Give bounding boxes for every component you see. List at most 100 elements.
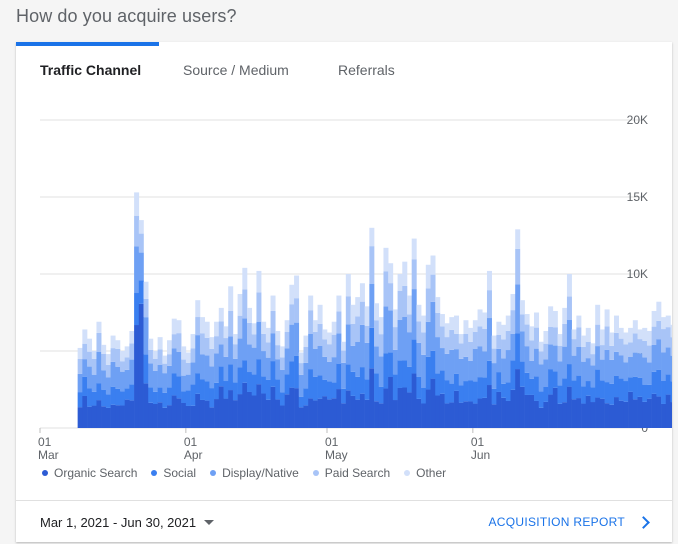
bar-segment-social	[538, 391, 544, 408]
bar-segment-organic-search	[237, 394, 243, 428]
bar-segment-social	[298, 396, 304, 408]
bar-segment-paid-search	[265, 342, 271, 358]
bar-segment-display-native	[138, 252, 144, 281]
bar-segment-social	[543, 386, 549, 402]
bar-segment-other	[232, 334, 238, 345]
bar-segment-display-native	[232, 358, 238, 383]
bar-segment-social	[524, 372, 530, 395]
bar-segment-organic-search	[472, 403, 478, 428]
bar-segment-display-native	[463, 356, 469, 382]
bar-segment-display-native	[115, 366, 121, 389]
bar-segment-organic-search	[247, 391, 253, 428]
bar-segment-other	[214, 321, 220, 337]
bar-segment-organic-search	[190, 405, 196, 428]
y-tick-label: 20K	[627, 113, 648, 127]
bar-segment-paid-search	[256, 292, 262, 322]
bar-segment-display-native	[439, 348, 445, 371]
bar-segment-other	[261, 321, 267, 334]
bar-segment-other	[486, 270, 492, 291]
bar-segment-other	[449, 317, 455, 330]
bar-segment-paid-search	[181, 359, 187, 376]
bar-segment-paid-search	[501, 339, 507, 359]
bar-segment-organic-search	[322, 396, 328, 428]
bar-segment-organic-search	[105, 407, 111, 428]
tab-traffic-channel[interactable]: Traffic Channel	[40, 62, 142, 78]
bar-segment-social	[138, 280, 144, 304]
bar-segment-other	[110, 335, 116, 349]
bar-segment-other	[388, 263, 394, 284]
bar-segment-organic-search	[510, 389, 516, 428]
bar-segment-paid-search	[312, 331, 318, 349]
bar-segment-paid-search	[185, 362, 191, 375]
bar-segment-social	[364, 379, 370, 400]
bar-segment-organic-search	[458, 402, 464, 428]
bar-segment-display-native	[524, 346, 530, 373]
bar-segment-organic-search	[199, 399, 205, 428]
bar-segment-display-native	[576, 347, 582, 376]
bar-segment-display-native	[642, 357, 648, 385]
bar-segment-other	[265, 327, 271, 343]
bar-segment-organic-search	[223, 398, 229, 428]
bar-segment-paid-search	[519, 314, 525, 332]
bar-segment-organic-search	[350, 395, 356, 428]
bar-segment-organic-search	[214, 399, 220, 428]
bar-segment-social	[482, 377, 488, 398]
bar-segment-paid-search	[199, 333, 205, 355]
bar-segment-display-native	[87, 366, 93, 389]
date-range-selector[interactable]: Mar 1, 2021 - Jun 30, 2021	[40, 515, 215, 530]
bar-segment-display-native	[378, 356, 384, 387]
legend-dot-icon	[151, 470, 158, 476]
bar-segment-display-native	[472, 348, 478, 382]
legend-item-organic-search[interactable]: Organic Search	[42, 466, 137, 480]
bar-segment-display-native	[270, 333, 276, 362]
bar-segment-social	[167, 387, 173, 406]
bar-segment-organic-search	[265, 399, 271, 428]
bar-segment-social	[279, 392, 285, 406]
bar-segment-other	[331, 321, 337, 335]
legend-item-paid-search[interactable]: Paid Search	[312, 466, 390, 480]
bar-segment-other	[651, 310, 657, 327]
legend-item-other[interactable]: Other	[404, 466, 446, 480]
bar-segment-social	[463, 381, 469, 402]
active-tab-indicator	[16, 42, 159, 46]
bar-segment-display-native	[614, 351, 619, 376]
legend-item-social[interactable]: Social	[151, 466, 196, 480]
bar-segment-other	[454, 315, 460, 334]
bar-segment-display-native	[491, 363, 497, 389]
legend-item-display-native[interactable]: Display/Native	[210, 466, 299, 480]
bar-segment-organic-search	[618, 400, 624, 428]
bar-segment-other	[242, 267, 248, 290]
bar-segment-display-native	[392, 349, 398, 375]
bar-segment-paid-search	[482, 328, 488, 352]
bar-segment-display-native	[496, 348, 502, 373]
bar-segment-paid-search	[345, 296, 351, 325]
x-tick-day: 01	[471, 435, 485, 449]
bar-segment-other	[557, 334, 563, 346]
bar-segment-paid-search	[529, 340, 535, 361]
bar-segment-other	[218, 307, 224, 322]
bar-segment-other	[374, 303, 380, 321]
bar-segment-social	[157, 387, 163, 403]
bar-segment-paid-search	[77, 358, 83, 374]
tab-referrals[interactable]: Referrals	[338, 62, 395, 78]
bar-segment-display-native	[604, 349, 610, 383]
acquisition-report-link[interactable]: ACQUISITION REPORT	[488, 515, 650, 529]
bar-segment-organic-search	[406, 392, 412, 428]
bar-segment-display-native	[364, 342, 370, 380]
bar-segment-paid-search	[515, 248, 521, 285]
bar-segment-organic-search	[388, 377, 394, 428]
bar-segment-social	[552, 371, 558, 388]
bar-segment-other	[157, 337, 163, 350]
bar-segment-social	[383, 353, 389, 389]
bar-segment-display-native	[303, 362, 309, 389]
bar-segment-social	[595, 369, 601, 398]
bar-segment-paid-search	[402, 285, 408, 317]
bar-segment-other	[501, 324, 507, 340]
bar-segment-paid-search	[486, 290, 492, 319]
bar-segment-social	[599, 380, 605, 399]
bar-segment-display-native	[637, 353, 643, 378]
bar-segment-paid-search	[538, 351, 544, 365]
tab-source-medium[interactable]: Source / Medium	[183, 62, 289, 78]
bar-segment-paid-search	[303, 346, 309, 363]
bar-segment-display-native	[91, 374, 97, 392]
